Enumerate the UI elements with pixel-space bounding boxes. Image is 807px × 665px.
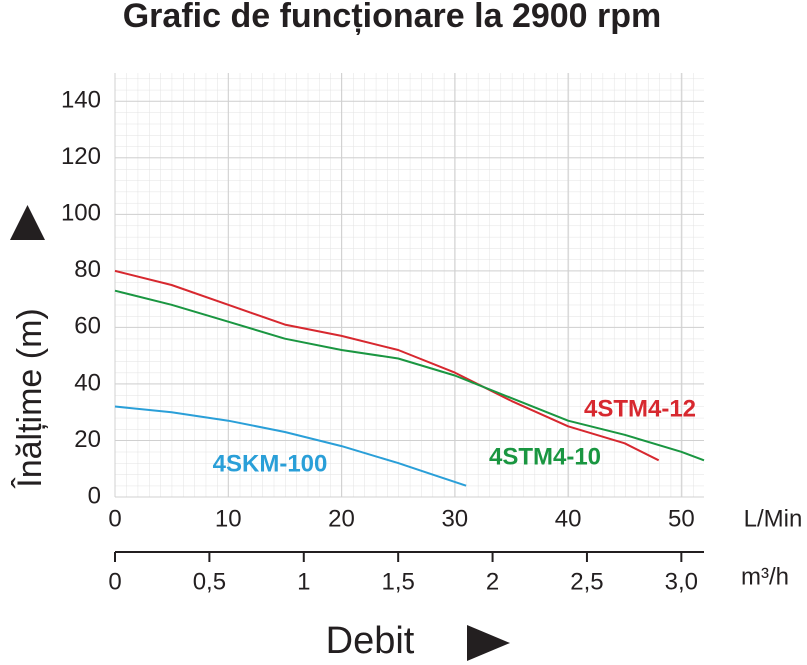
x2-tick-label: 1,5 xyxy=(381,568,414,595)
x-unit: L/Min xyxy=(744,505,803,532)
x-tick-label: 50 xyxy=(668,505,695,532)
y-axis-label: Înălțime (m) xyxy=(11,308,49,488)
y-arrow xyxy=(10,205,45,240)
x-axis-label: Debit xyxy=(326,620,415,662)
x2-tick-label: 0 xyxy=(108,568,121,595)
y-tick-label: 80 xyxy=(74,256,101,283)
series-label: 4STM4-10 xyxy=(489,443,601,470)
x2-tick-label: 0,5 xyxy=(193,568,226,595)
y-tick-label: 0 xyxy=(88,482,101,509)
x2-unit: m³/h xyxy=(741,563,789,590)
x2-tick-label: 3,0 xyxy=(665,568,698,595)
y-tick-label: 40 xyxy=(74,369,101,396)
y-tick-label: 60 xyxy=(74,313,101,340)
series-label: 4SKM-100 xyxy=(213,450,328,477)
y-tick-label: 120 xyxy=(61,143,101,170)
series-line xyxy=(114,269,660,462)
series-line xyxy=(114,289,705,462)
x2-tick-label: 1 xyxy=(297,568,310,595)
x-tick-label: 20 xyxy=(328,505,355,532)
series-line xyxy=(114,405,467,487)
x-tick-label: 40 xyxy=(555,505,582,532)
x2-tick-label: 2 xyxy=(486,568,499,595)
series-label: 4STM4-12 xyxy=(584,395,696,422)
x-tick-label: 10 xyxy=(215,505,242,532)
x-tick-label: 0 xyxy=(108,505,121,532)
x-arrow xyxy=(467,625,510,661)
chart-title: Grafic de funcționare la 2900 rpm xyxy=(123,0,662,35)
x-tick-label: 30 xyxy=(441,505,468,532)
y-tick-label: 140 xyxy=(61,87,101,114)
x2-tick-label: 2,5 xyxy=(570,568,603,595)
y-tick-label: 20 xyxy=(74,426,101,453)
minor-grid xyxy=(115,73,704,497)
y-tick-label: 100 xyxy=(61,200,101,227)
